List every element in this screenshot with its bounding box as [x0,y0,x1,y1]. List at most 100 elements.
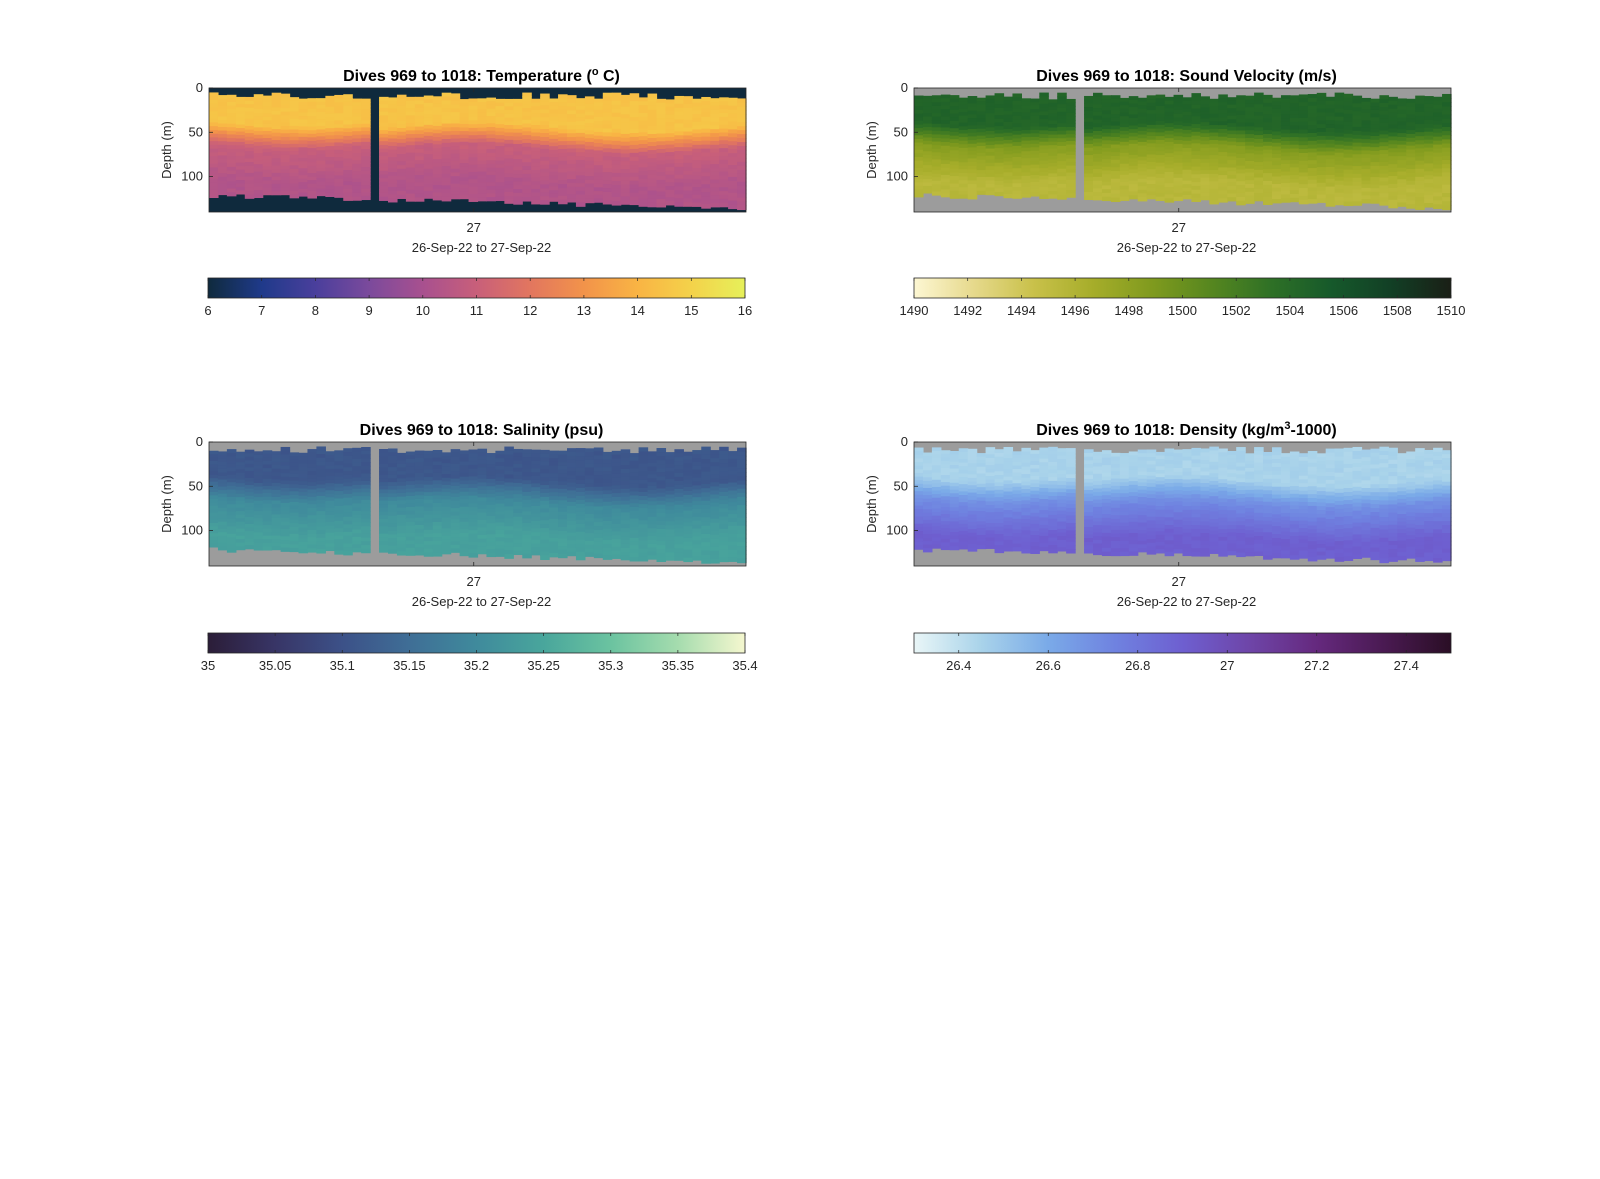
heatmap-cell [316,511,326,516]
heatmap-cell [217,144,228,149]
heatmap-cell [647,485,658,491]
heatmap-cell [629,464,640,470]
heatmap-cell [549,157,559,162]
heatmap-cell [209,502,219,507]
heatmap-cell [575,171,586,176]
heatmap-cell [692,493,702,498]
heatmap-cell [1280,194,1291,199]
heatmap-cell [441,139,452,144]
heatmap-cell [1209,173,1219,179]
heatmap-cell [949,187,960,192]
heatmap-cell [423,154,434,159]
heatmap-cell [593,150,604,155]
heatmap-cell [531,147,541,152]
heatmap-cell [209,111,219,116]
heatmap-cell [1280,99,1291,104]
heatmap-cell [931,95,942,100]
heatmap-cell [683,459,693,465]
heatmap-cell [405,451,416,456]
heatmap-cell [244,449,255,454]
heatmap-cell [1307,144,1318,150]
heatmap-cell [1254,173,1264,179]
heatmap-cell [1289,148,1300,153]
heatmap-cell [949,161,960,166]
heatmap-cell [692,485,702,490]
heatmap-cell [611,500,622,506]
heatmap-cell [396,492,407,498]
heatmap-cell [701,104,711,110]
heatmap-cell [1057,191,1067,196]
heatmap-cell [262,145,273,150]
heatmap-cell [914,95,924,100]
heatmap-cell [629,200,640,206]
heatmap-cell [1218,186,1228,192]
heatmap-cell [226,537,237,542]
heatmap-cell [1218,152,1228,157]
heatmap-cell [1039,179,1049,184]
heatmap-cell [611,124,622,130]
colorbar-tick-label: 10 [416,303,430,318]
heatmap-cell [1343,153,1354,159]
heatmap-cell [1289,182,1300,188]
heatmap-cell [1307,175,1318,181]
heatmap-cell [629,129,640,134]
heatmap-cell [701,446,711,452]
heatmap-cell [1316,143,1327,149]
heatmap-cell [325,156,335,162]
heatmap-cell [710,482,720,487]
heatmap-cell [486,149,496,154]
heatmap-cell [396,452,407,458]
heatmap-cell [1388,160,1398,165]
heatmap-cell [379,518,389,524]
heatmap-cell [931,187,942,193]
heatmap-cell [414,126,425,131]
heatmap-cell [976,135,987,140]
heatmap-cell [1236,110,1246,116]
heatmap-cell [967,191,978,196]
heatmap-cell [620,516,631,521]
heatmap-cell [638,147,649,153]
heatmap-cell [710,117,720,123]
heatmap-cell [629,506,640,512]
heatmap-cell [1272,161,1282,166]
heatmap-cell [1379,130,1389,136]
heatmap-cell [1128,158,1139,163]
heatmap-cell [1110,129,1121,134]
heatmap-cell [1415,136,1425,141]
heatmap-cell [1298,168,1309,174]
heatmap-cell [325,185,335,190]
heatmap-cell [710,140,720,146]
heatmap-cell [1316,124,1327,129]
heatmap-cell [1334,116,1345,122]
heatmap-cell [656,156,667,162]
heatmap-cell [271,525,282,530]
heatmap-cell [253,539,264,544]
heatmap-cell [513,147,523,153]
heatmap-cell [949,135,960,140]
heatmap-cell [235,135,246,140]
heatmap-cell [549,488,559,493]
heatmap-cell [1137,116,1148,121]
heatmap-cell [379,185,389,190]
heatmap-cell [701,188,711,193]
heatmap-cell [701,450,711,456]
heatmap-cell [325,149,335,154]
heatmap-cell [307,137,317,142]
heatmap-cell [432,162,443,168]
heatmap-cell [486,489,496,495]
heatmap-cell [611,512,622,517]
heatmap-cell [567,182,577,188]
heatmap-cell [522,484,532,489]
heatmap-cell [1039,115,1049,120]
heatmap-cell [1361,172,1372,178]
heatmap-cell [289,183,300,188]
heatmap-cell [209,133,219,139]
heatmap-cell [1110,182,1121,187]
heatmap-cell [1057,183,1067,189]
heatmap-cell [1048,113,1058,118]
heatmap-cell [450,504,461,509]
heatmap-cell [665,144,675,149]
heatmap-cell [477,193,488,198]
heatmap-cell [504,470,514,476]
heatmap-cell [629,121,640,126]
